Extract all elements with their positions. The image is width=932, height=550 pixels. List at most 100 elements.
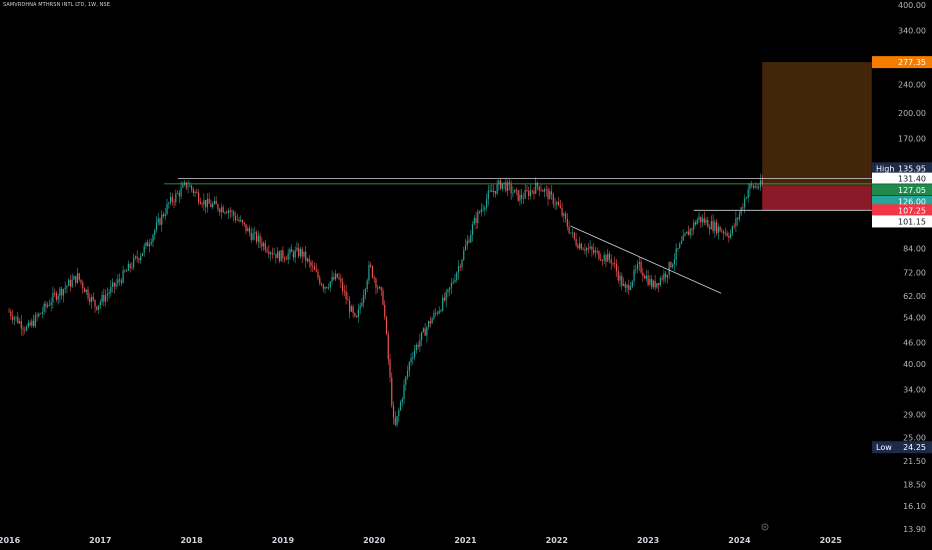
candle-body — [245, 224, 247, 232]
candle-body — [87, 289, 89, 299]
candle-body — [484, 207, 486, 210]
candle-body — [18, 321, 21, 324]
candle-body — [92, 296, 94, 300]
candle-body — [489, 190, 491, 192]
candle-body — [152, 235, 154, 242]
candle-body — [550, 191, 553, 195]
candle-body — [312, 266, 314, 267]
candle-body — [649, 279, 651, 285]
candle-body — [758, 186, 760, 188]
candle-body — [638, 261, 640, 265]
candle-body — [164, 213, 166, 216]
candle-body — [533, 191, 535, 194]
support-price-tag: 101.15 — [898, 217, 926, 226]
candle-body — [429, 321, 431, 324]
candle-body — [438, 310, 440, 314]
candle-body — [66, 285, 68, 288]
price-tick-label: 25.00 — [903, 433, 926, 442]
candle-body — [679, 243, 681, 249]
candle-body — [744, 198, 746, 208]
candle-body — [617, 271, 619, 281]
position-zones — [762, 62, 872, 211]
scroll-to-realtime-icon[interactable] — [761, 523, 769, 531]
candle-body — [359, 305, 361, 310]
low-tag-bg — [872, 441, 932, 454]
candle-body — [433, 312, 435, 319]
candle-body — [398, 410, 400, 417]
candle-body — [336, 273, 338, 278]
candle-body — [113, 282, 115, 287]
candle-body — [169, 196, 172, 203]
candle-body — [377, 287, 379, 289]
green-level-tag: 127.05 — [898, 186, 926, 195]
candle-body — [62, 289, 65, 296]
candle-body — [356, 316, 358, 318]
candle-body — [255, 232, 258, 242]
target-zone[interactable] — [762, 62, 872, 186]
candle-body — [572, 232, 574, 234]
descending-trendline[interactable] — [570, 225, 722, 294]
candle-body — [29, 322, 31, 326]
candle-body — [305, 251, 307, 261]
candle-body — [303, 251, 305, 257]
year-label: 2022 — [546, 536, 568, 545]
candle-body — [266, 250, 268, 252]
candle-body — [199, 201, 201, 204]
candle-body — [730, 233, 732, 238]
candle-body — [36, 315, 38, 317]
candle-body — [50, 302, 52, 306]
candle-body — [761, 180, 763, 185]
stop-zone[interactable] — [762, 185, 872, 211]
candle-body — [478, 211, 481, 213]
candle-body — [536, 182, 539, 187]
candle-body — [387, 333, 389, 360]
candle-body — [754, 186, 756, 188]
candle-body — [728, 235, 730, 238]
candle-body — [557, 202, 560, 206]
candle-body — [271, 252, 273, 255]
time-axis: 2016 2017 2018 2019 2020 2021 2022 2023 2024 2025 — [0, 536, 842, 545]
candle-body — [240, 220, 242, 222]
candle-body — [554, 203, 556, 205]
price-tick-label: 21.50 — [903, 457, 926, 466]
candle-body — [682, 235, 684, 241]
candle-body — [673, 259, 676, 265]
candle-body — [68, 279, 70, 286]
candle-body — [215, 200, 217, 205]
candle-body — [27, 322, 29, 327]
candle-body — [621, 275, 623, 286]
candle-body — [80, 279, 82, 283]
candle-body — [615, 264, 618, 272]
candle-body — [126, 270, 128, 272]
candle-body — [726, 232, 728, 236]
candle-body — [373, 277, 375, 279]
high-tag-bg — [872, 162, 932, 175]
candle-body — [257, 235, 259, 242]
candle-body — [403, 384, 405, 399]
candle-body — [159, 218, 161, 225]
candle-body — [175, 193, 177, 203]
candle-body — [471, 224, 474, 235]
candle-body — [326, 287, 328, 288]
candle-body — [183, 182, 186, 185]
candle-body — [749, 184, 751, 190]
candle-body — [487, 190, 489, 199]
stop-price-tag-bg — [872, 204, 932, 217]
candle-body — [380, 287, 382, 291]
candle-body — [705, 220, 707, 223]
candle-body — [722, 231, 725, 234]
year-label: 2017 — [89, 536, 111, 545]
candle-body — [622, 283, 625, 286]
candle-body — [573, 232, 575, 239]
candle-body — [233, 211, 235, 216]
candle-body — [173, 201, 175, 203]
candle-body — [586, 247, 588, 251]
scroll-dot — [764, 526, 766, 528]
candle-body — [145, 242, 147, 247]
candle-body — [106, 294, 108, 296]
candle-body — [454, 280, 456, 282]
candle-body — [659, 278, 661, 286]
candle-body — [670, 262, 672, 268]
candle-body — [596, 250, 598, 252]
